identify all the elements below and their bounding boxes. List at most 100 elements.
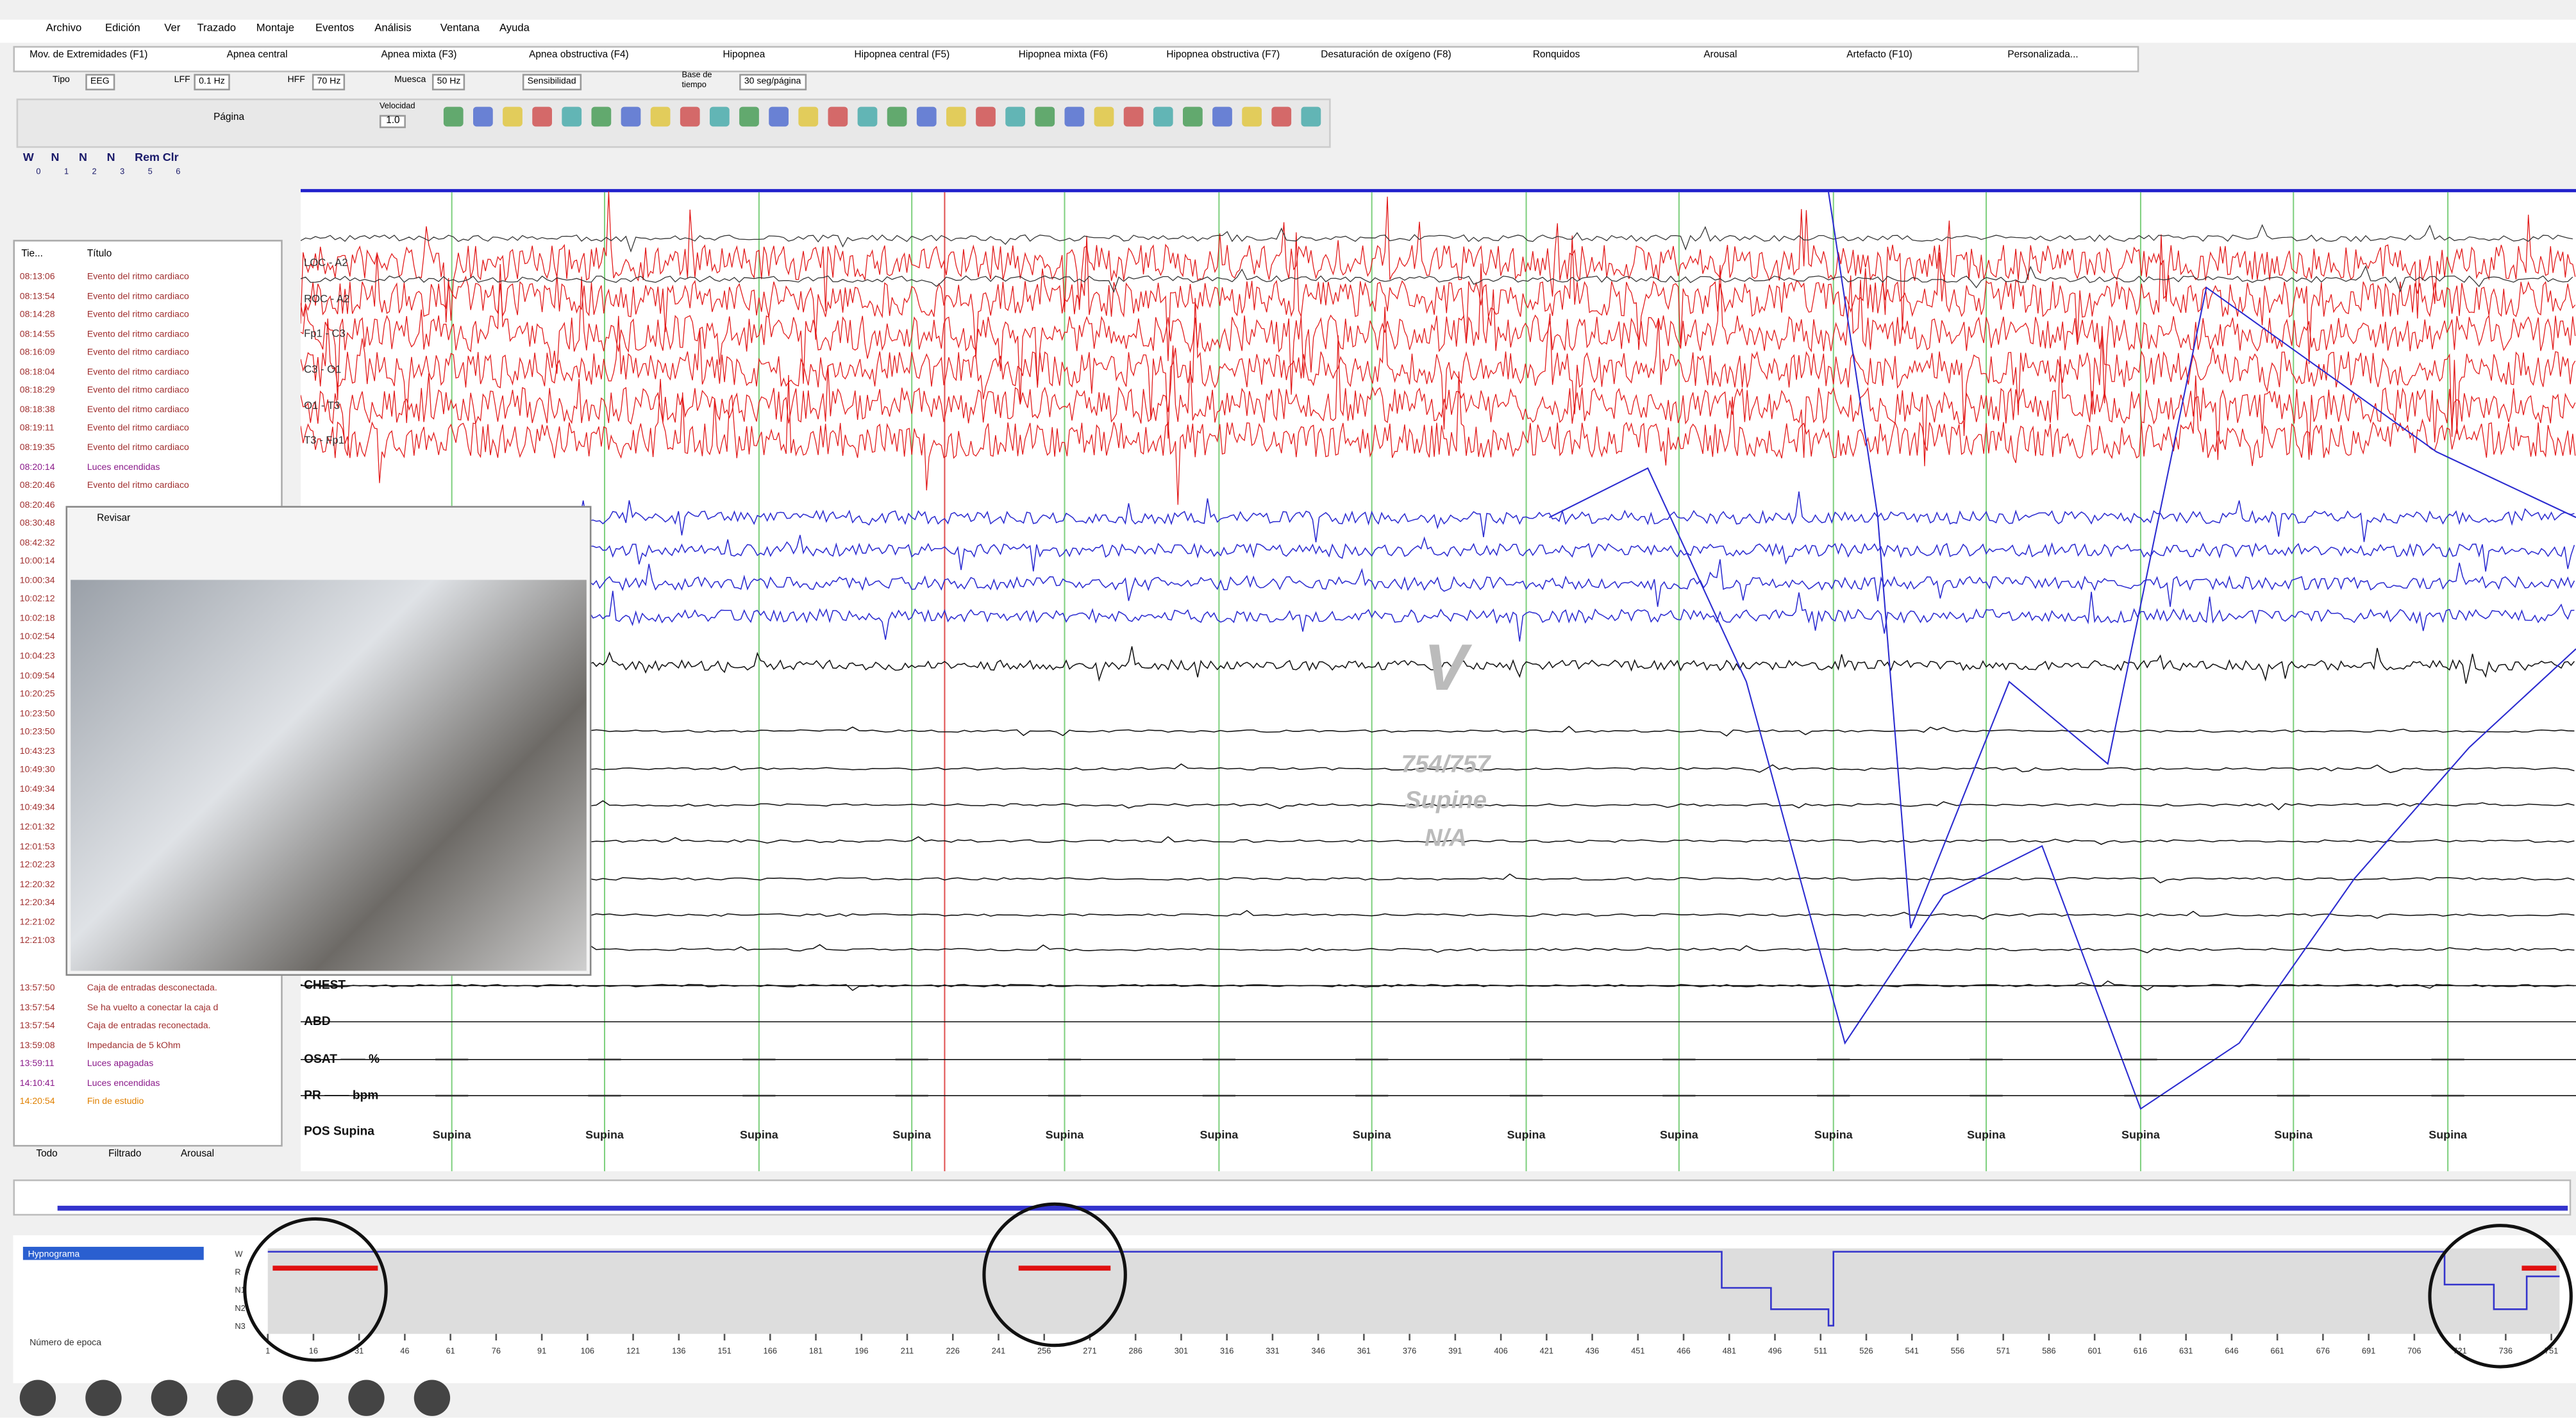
event-time[interactable]: 10:49:34 xyxy=(20,804,55,813)
menu-item[interactable]: Trazado xyxy=(197,23,236,35)
tool-icon[interactable] xyxy=(503,107,523,127)
event-time[interactable]: 10:43:23 xyxy=(20,747,55,756)
menu-item[interactable]: Montaje xyxy=(256,23,294,35)
event-title[interactable]: Evento del ritmo cardiaco xyxy=(87,329,189,339)
event-time[interactable]: 10:49:30 xyxy=(20,766,55,776)
event-title[interactable]: Luces encendidas xyxy=(87,462,160,472)
event-tab[interactable]: Hipopnea central (F5) xyxy=(855,51,950,60)
event-time[interactable]: 08:14:55 xyxy=(20,329,55,339)
event-time[interactable]: 10:02:54 xyxy=(20,633,55,643)
event-time[interactable]: 12:20:34 xyxy=(20,899,55,908)
tool-icon[interactable] xyxy=(798,107,818,127)
event-time[interactable]: 13:57:54 xyxy=(20,1003,55,1013)
player-icon[interactable] xyxy=(20,1380,56,1416)
event-time[interactable]: 14:20:54 xyxy=(20,1098,55,1108)
tool-icon[interactable] xyxy=(444,107,464,127)
event-time[interactable]: 12:21:03 xyxy=(20,937,55,946)
event-time[interactable]: 10:23:50 xyxy=(20,709,55,719)
event-title[interactable]: Evento del ritmo cardiaco xyxy=(87,367,189,377)
event-tab[interactable]: Hipopnea mixta (F6) xyxy=(1019,51,1108,60)
event-time[interactable]: 08:19:11 xyxy=(20,424,54,434)
event-time[interactable]: 13:57:50 xyxy=(20,984,55,994)
setting-timebase[interactable]: 30 seg/página xyxy=(739,74,806,90)
stage-button[interactable]: W xyxy=(23,153,34,164)
event-tab[interactable]: Personalizada... xyxy=(2007,51,2078,60)
setting-notch[interactable]: 50 Hz xyxy=(432,74,465,90)
event-tab[interactable]: Hipopnea xyxy=(723,51,765,60)
tool-icon[interactable] xyxy=(710,107,730,127)
event-title[interactable]: Fin de estudio xyxy=(87,1098,144,1108)
event-tab[interactable]: Desaturación de oxígeno (F8) xyxy=(1321,51,1451,60)
tool-icon[interactable] xyxy=(473,107,493,127)
tool-icon[interactable] xyxy=(858,107,878,127)
event-title[interactable]: Se ha vuelto a conectar la caja d xyxy=(87,1003,219,1013)
event-time[interactable]: 08:42:32 xyxy=(20,538,55,548)
player-icon[interactable] xyxy=(283,1380,319,1416)
event-title[interactable]: Luces encendidas xyxy=(87,1079,160,1089)
setting-lff[interactable]: 0.1 Hz xyxy=(194,74,230,90)
tool-icon[interactable] xyxy=(1124,107,1144,127)
event-time[interactable]: 10:02:18 xyxy=(20,614,55,624)
tool-icon[interactable] xyxy=(532,107,552,127)
event-time[interactable]: 14:10:41 xyxy=(20,1079,55,1089)
menu-item[interactable]: Ver xyxy=(164,23,180,35)
event-title[interactable]: Caja de entradas desconectada. xyxy=(87,984,217,994)
menu-item[interactable]: Edición xyxy=(105,23,140,35)
event-tab[interactable]: Apnea obstructiva (F4) xyxy=(529,51,629,60)
tool-icon[interactable] xyxy=(680,107,700,127)
event-title[interactable]: Evento del ritmo cardiaco xyxy=(87,481,189,491)
tool-icon[interactable] xyxy=(739,107,759,127)
tool-icon[interactable] xyxy=(1094,107,1114,127)
event-tab[interactable]: Ronquidos xyxy=(1533,51,1580,60)
tool-icon[interactable] xyxy=(1035,107,1055,127)
tool-icon[interactable] xyxy=(887,107,907,127)
tool-icon[interactable] xyxy=(1242,107,1262,127)
menu-item[interactable]: Eventos xyxy=(315,23,354,35)
event-tab[interactable]: Artefacto (F10) xyxy=(1846,51,1912,60)
event-time[interactable]: 10:04:23 xyxy=(20,652,55,662)
list-tab[interactable]: Todo xyxy=(36,1150,57,1160)
event-time[interactable]: 12:02:23 xyxy=(20,861,55,871)
list-tab[interactable]: Arousal xyxy=(181,1150,214,1160)
event-time[interactable]: 10:02:12 xyxy=(20,596,55,605)
list-tab[interactable]: Filtrado xyxy=(108,1150,141,1160)
tool-icon[interactable] xyxy=(1183,107,1203,127)
stage-button[interactable]: Rem xyxy=(135,153,160,164)
event-tab[interactable]: Mov. de Extremidades (F1) xyxy=(29,51,147,60)
tool-icon[interactable] xyxy=(1153,107,1173,127)
tool-icon[interactable] xyxy=(976,107,996,127)
event-title[interactable]: Evento del ritmo cardiaco xyxy=(87,272,189,282)
stage-button[interactable]: N xyxy=(79,153,87,164)
event-time[interactable]: 08:20:46 xyxy=(20,481,55,491)
event-title[interactable]: Luces apagadas xyxy=(87,1060,153,1069)
setting-hff[interactable]: 70 Hz xyxy=(312,74,346,90)
event-title[interactable]: Evento del ritmo cardiaco xyxy=(87,444,189,453)
tool-icon[interactable] xyxy=(651,107,671,127)
event-time[interactable]: 12:01:53 xyxy=(20,842,55,851)
event-time[interactable]: 10:00:14 xyxy=(20,557,55,567)
event-time[interactable]: 12:20:32 xyxy=(20,880,55,889)
event-title[interactable]: Evento del ritmo cardiaco xyxy=(87,292,189,301)
player-icon[interactable] xyxy=(151,1380,187,1416)
event-time[interactable]: 10:00:34 xyxy=(20,576,55,586)
tool-icon[interactable] xyxy=(769,107,789,127)
event-tab[interactable]: Apnea mixta (F3) xyxy=(381,51,457,60)
event-title[interactable]: Evento del ritmo cardiaco xyxy=(87,406,189,415)
event-time[interactable]: 08:13:06 xyxy=(20,272,55,282)
event-time[interactable]: 10:49:34 xyxy=(20,785,55,794)
player-icon[interactable] xyxy=(414,1380,450,1416)
tool-icon[interactable] xyxy=(592,107,612,127)
stage-button[interactable]: Clr xyxy=(163,153,179,164)
event-time[interactable]: 08:18:29 xyxy=(20,387,55,396)
tool-icon[interactable] xyxy=(946,107,966,127)
stage-button[interactable]: N xyxy=(107,153,115,164)
event-time[interactable]: 13:59:08 xyxy=(20,1041,55,1051)
event-time[interactable]: 12:21:02 xyxy=(20,918,55,928)
event-time[interactable]: 10:09:54 xyxy=(20,671,55,681)
setting-sensitivity[interactable]: Sensibilidad xyxy=(523,74,581,90)
event-time[interactable]: 08:20:14 xyxy=(20,462,55,472)
event-time[interactable]: 13:57:54 xyxy=(20,1022,55,1031)
setting-tipo[interactable]: EEG xyxy=(85,74,114,90)
tool-icon[interactable] xyxy=(1271,107,1291,127)
event-time[interactable]: 13:59:11 xyxy=(20,1060,54,1069)
